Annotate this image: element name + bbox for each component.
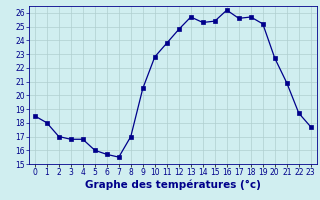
X-axis label: Graphe des températures (°c): Graphe des températures (°c) [85, 180, 261, 190]
